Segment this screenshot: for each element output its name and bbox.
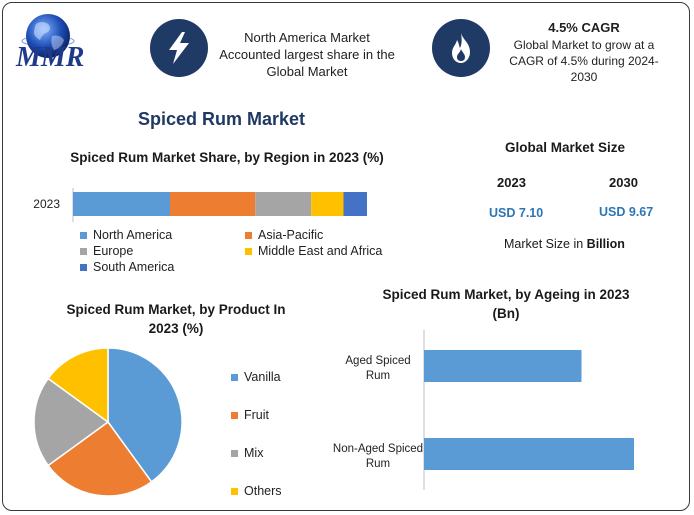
region-chart: 2023 [24,188,384,222]
product-pie-chart [28,342,188,502]
ageing-bar-non-aged-spiced-rum [424,438,634,470]
region-legend: North America Asia-Pacific Europe Middle Ea… [80,228,410,274]
product-chart-title: Spiced Rum Market, by Product In 2023 (%… [66,302,286,336]
region-note: North America Market Accounted largest s… [219,30,395,79]
pie-legend-item-vanilla: Vanilla [231,358,321,396]
legend-label: Fruit [244,408,269,422]
pie-legend-item-mix: Mix [231,434,321,472]
pie-slice-mix [33,377,110,467]
region-bar-segment-north-america [73,192,171,216]
region-bar-segment-south-america [343,192,367,216]
legend-item-asia-pacific: Asia-Pacific [245,228,410,242]
pie-slice-vanilla [107,347,183,483]
region-category-label: 2023 [33,197,60,211]
brand-logo: MMR [14,10,136,76]
market-year-2023: 2023 [497,175,526,190]
cagr-text: Global Market to grow at a CAGR of 4.5% … [509,38,659,84]
legend-swatch [245,231,252,239]
market-size-unit-strong: Billion [586,237,625,251]
market-value-2030: USD 9.67 [599,205,654,219]
legend-label: Mix [244,446,264,460]
market-size-unit: Market Size in Billion [504,237,625,251]
region-chart-title: Spiced Rum Market Share, by Region in 20… [70,150,384,165]
ageing-category-label: Non-Aged Spiced Rum [333,443,423,470]
ageing-category-label: Aged Spiced Rum [345,355,410,382]
pie-slice-others [47,347,109,424]
product-legend: Vanilla Fruit Mix Others [231,358,321,510]
legend-swatch [231,449,238,457]
legend-item-middle-east-and-africa: Middle East and Africa [245,244,410,258]
page-title: Spiced Rum Market [138,109,306,129]
legend-item-north-america: North America [80,228,245,242]
legend-label: South America [93,260,175,274]
legend-label: Vanilla [244,370,281,384]
legend-swatch [231,411,238,419]
market-size-unit-prefix: Market Size in [504,237,587,251]
legend-swatch [80,231,87,239]
pie-slice-fruit [47,420,153,497]
legend-swatch [80,263,87,271]
region-bar-segment-europe [255,192,312,216]
legend-swatch [80,247,87,255]
legend-label: Middle East and Africa [258,244,383,258]
bolt-badge [150,19,208,77]
lightning-bolt-icon [169,32,189,64]
legend-label: Others [244,484,282,498]
ageing-chart-title: Spiced Rum Market, by Ageing in 2023 (Bn… [382,287,630,321]
legend-item-south-america: South America [80,260,245,274]
legend-item-europe: Europe [80,244,245,258]
legend-swatch [231,373,238,381]
legend-swatch [245,247,252,255]
pie-legend-item-fruit: Fruit [231,396,321,434]
market-size-title: Global Market Size [505,140,626,155]
legend-label: Asia-Pacific [258,228,324,242]
region-bar-segment-asia-pacific [170,192,256,216]
region-bar-svg: 2023 [33,188,367,222]
pie-svg [33,347,183,497]
market-year-2030: 2030 [609,175,638,190]
brand-name: MMR [15,42,84,73]
market-value-2023: USD 7.10 [489,206,544,220]
ageing-bar-chart: Aged Spiced Rum Non-Aged Spiced Rum [330,330,660,490]
legend-label: Europe [93,244,134,258]
globe-icon: MMR [15,14,84,73]
pie-legend-item-others: Others [231,472,321,510]
region-bar-segment-middle-east-and-africa [311,192,344,216]
ageing-bar-aged-spiced-rum [424,350,582,382]
ageing-bar-svg: Aged Spiced Rum Non-Aged Spiced Rum [333,330,634,490]
flame-badge [432,19,490,77]
flame-icon [452,33,470,63]
legend-swatch [231,487,238,495]
cagr-title: 4.5% CAGR [548,20,620,35]
legend-label: North America [93,228,173,242]
